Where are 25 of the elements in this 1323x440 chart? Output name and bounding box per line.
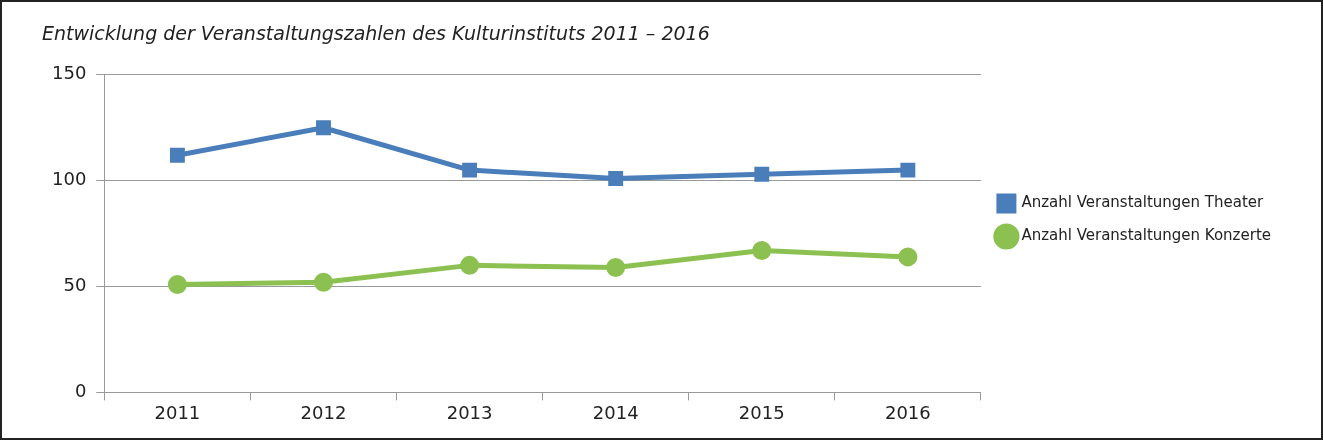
point: [754, 166, 770, 182]
y-tick-label: 100: [52, 168, 87, 190]
x-tick-label: 2014: [592, 401, 639, 423]
point: [313, 272, 333, 292]
point: [608, 171, 624, 186]
point: [460, 255, 480, 275]
point: [606, 257, 626, 277]
x-tick-label: 2011: [154, 401, 201, 423]
y-tick-label: 50: [63, 274, 87, 296]
point: [316, 120, 331, 136]
legend-label: Anzahl Veranstaltungen Konzerte: [1021, 226, 1272, 245]
y-tick-label: 0: [74, 380, 87, 402]
x-tick-label: 2013: [446, 401, 493, 423]
point: [462, 162, 478, 178]
x-tick-label: 2015: [738, 401, 785, 423]
x-tick-label: 2012: [300, 401, 347, 423]
x-tick-label: 2016: [884, 401, 931, 423]
point: [900, 162, 916, 178]
point: [752, 241, 772, 261]
y-tick-label: 150: [52, 62, 87, 84]
point: [169, 147, 185, 163]
point: [167, 274, 187, 294]
chart-title: Entwicklung der Veranstaltungszahlen des Kulturinstituts 2011 – 2016: [42, 22, 710, 45]
legend-label: Anzahl Veranstaltungen Theater: [1021, 193, 1265, 212]
point: [898, 247, 918, 267]
